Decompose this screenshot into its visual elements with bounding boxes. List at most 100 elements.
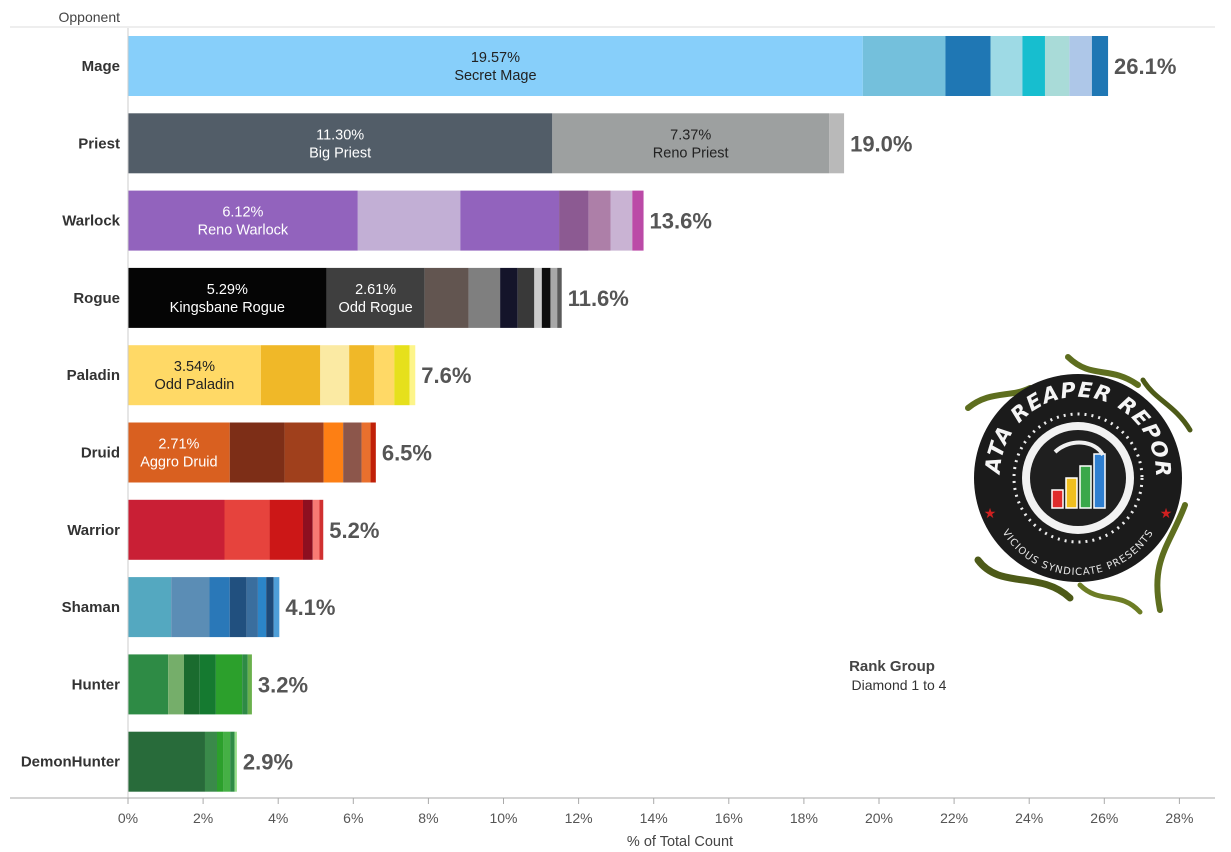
category-label: Warlock: [62, 213, 120, 230]
segment-value-label: 19.57%: [471, 50, 520, 66]
logo-star-left-icon: ★: [984, 505, 997, 521]
bar-total-label: 4.1%: [285, 595, 335, 620]
segment-archetype-label: Odd Rogue: [339, 300, 413, 316]
bar-segment[interactable]: [229, 577, 247, 638]
x-axis-title: % of Total Count: [627, 834, 733, 850]
bar-segment[interactable]: [199, 654, 216, 715]
bar-total-label: 11.6%: [568, 286, 629, 311]
segment-archetype-label: Odd Paladin: [155, 377, 235, 393]
bar-segment[interactable]: [223, 731, 231, 792]
bar-segment[interactable]: [361, 422, 371, 483]
bar-row-warrior: Warrior 5.2%: [67, 499, 379, 560]
bar-segment[interactable]: [424, 267, 469, 328]
bar-segment[interactable]: [541, 267, 551, 328]
bar-segment[interactable]: [326, 267, 425, 328]
bar-segment[interactable]: [588, 190, 611, 251]
bar-segment[interactable]: [302, 499, 313, 560]
x-tick-label: 6%: [343, 810, 363, 826]
bar-segment[interactable]: [242, 654, 248, 715]
bar-segment[interactable]: [128, 36, 863, 96]
bar-segment[interactable]: [370, 422, 376, 483]
bar-segment[interactable]: [312, 499, 320, 560]
bar-segment[interactable]: [349, 345, 375, 406]
bar-segment[interactable]: [552, 113, 830, 174]
bar-segment[interactable]: [409, 345, 416, 406]
segment-value-label: 11.30%: [316, 127, 364, 143]
bar-segment[interactable]: [1044, 36, 1070, 96]
bar-segment[interactable]: [1022, 36, 1045, 96]
bar-segment[interactable]: [320, 345, 350, 406]
bar-segment[interactable]: [610, 190, 633, 251]
bar-segment[interactable]: [284, 422, 324, 483]
bar-segment[interactable]: [632, 190, 644, 251]
bar-segment[interactable]: [945, 36, 991, 96]
bar-segment[interactable]: [460, 190, 560, 251]
category-label: Priest: [78, 135, 120, 152]
bar-segment[interactable]: [557, 267, 562, 328]
bar-segment[interactable]: [374, 345, 395, 406]
bar-row-demonhunter: DemonHunter 2.9%: [21, 731, 293, 792]
bar-segment[interactable]: [128, 190, 358, 251]
bar-segment[interactable]: [230, 731, 235, 792]
bar-segment[interactable]: [247, 654, 252, 715]
bar-total-label: 5.2%: [329, 518, 379, 543]
bar-segment[interactable]: [319, 499, 324, 560]
bar-segment[interactable]: [343, 422, 362, 483]
segment-archetype-label: Secret Mage: [454, 68, 536, 84]
bar-segment[interactable]: [246, 577, 258, 638]
bar-segment[interactable]: [216, 731, 224, 792]
x-tick-label: 18%: [790, 810, 818, 826]
bar-row-hunter: Hunter 3.2%: [72, 654, 308, 715]
bar-segment[interactable]: [357, 190, 461, 251]
bar-segment[interactable]: [257, 577, 267, 638]
bar-segment[interactable]: [517, 267, 535, 328]
bar-segment[interactable]: [260, 345, 321, 406]
bar-segment[interactable]: [468, 267, 501, 328]
bar-segment[interactable]: [128, 731, 205, 792]
bar-segment[interactable]: [128, 113, 553, 174]
bar-segment[interactable]: [266, 577, 274, 638]
bar-segment[interactable]: [394, 345, 410, 406]
x-tick-label: 24%: [1015, 810, 1043, 826]
logo-bar: [1065, 477, 1078, 509]
bar-total-label: 2.9%: [243, 750, 293, 775]
bar-segment[interactable]: [234, 731, 237, 792]
segment-value-label: 5.29%: [207, 282, 248, 298]
bar-segment[interactable]: [128, 422, 230, 483]
bar-segment[interactable]: [128, 345, 261, 406]
category-label: DemonHunter: [21, 754, 120, 771]
bar-segment[interactable]: [273, 577, 280, 638]
category-label: Shaman: [62, 599, 120, 616]
bar-segment[interactable]: [128, 577, 172, 638]
bar-segment[interactable]: [829, 113, 845, 174]
bar-segment[interactable]: [862, 36, 946, 96]
x-tick-label: 2%: [193, 810, 213, 826]
bar-segment[interactable]: [215, 654, 243, 715]
bar-segment[interactable]: [128, 499, 225, 560]
bar-segment[interactable]: [323, 422, 344, 483]
bar-segment[interactable]: [171, 577, 210, 638]
bar-segment[interactable]: [559, 190, 589, 251]
bar-segment[interactable]: [550, 267, 558, 328]
bar-total-label: 3.2%: [258, 672, 308, 697]
bar-segment[interactable]: [500, 267, 518, 328]
bar-segment[interactable]: [168, 654, 184, 715]
bar-segment[interactable]: [204, 731, 217, 792]
x-tick-label: 26%: [1090, 810, 1118, 826]
bar-total-label: 26.1%: [1114, 54, 1176, 79]
bar-segment[interactable]: [224, 499, 270, 560]
bar-segment[interactable]: [229, 422, 285, 483]
bar-segment[interactable]: [534, 267, 542, 328]
bar-row-rogue: Rogue 5.29% Kingsbane Rogue 2.61% Odd Rogue 1…: [73, 267, 629, 328]
bar-row-druid: Druid 2.71% Aggro Druid 6.5%: [81, 422, 432, 483]
x-tick-label: 8%: [418, 810, 438, 826]
bar-segment[interactable]: [1091, 36, 1109, 96]
bar-segment[interactable]: [183, 654, 200, 715]
bar-segment[interactable]: [128, 654, 169, 715]
bar-segment[interactable]: [1069, 36, 1092, 96]
bar-segment[interactable]: [990, 36, 1023, 96]
segment-archetype-label: Big Priest: [309, 145, 371, 161]
bar-segment[interactable]: [209, 577, 230, 638]
bar-segment[interactable]: [128, 267, 327, 328]
bar-segment[interactable]: [269, 499, 303, 560]
